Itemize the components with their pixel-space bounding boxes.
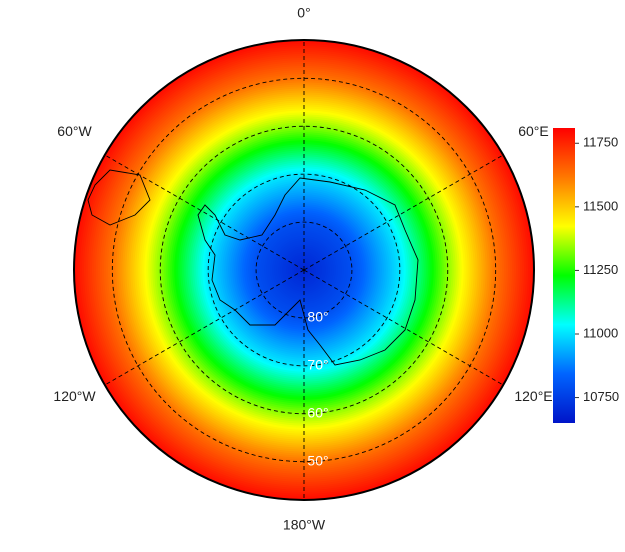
parallel-label: 60° — [307, 404, 328, 420]
south-america — [87, 169, 151, 226]
parallel-label: 50° — [307, 452, 328, 468]
meridian-label: 120°E — [514, 388, 552, 404]
colorbar — [553, 128, 575, 423]
coastline — [87, 169, 419, 366]
meridian-label: 60°E — [518, 123, 549, 139]
colorbar-tick-label: 11750 — [583, 135, 618, 150]
meridian-label: 0° — [297, 5, 310, 21]
meridian-label: 60°W — [57, 123, 92, 139]
colorbar-tick-label: 11000 — [583, 325, 618, 340]
parallel-label: 70° — [307, 357, 328, 373]
meridian-label: 180°W — [283, 517, 326, 533]
parallel — [255, 221, 353, 319]
meridian — [104, 154, 305, 271]
map-boundary — [73, 39, 535, 501]
meridian-label: 120°W — [53, 388, 96, 404]
meridian — [303, 269, 504, 386]
parallel-label: 80° — [307, 309, 328, 325]
parallel — [111, 77, 497, 463]
colorbar-tick-label: 11500 — [583, 198, 618, 213]
graticule: 80° 70° 60° 50° 0° 60°E 120°E 180°W 120°W 60°W — [53, 5, 552, 533]
colorbar-tick-label: 10750 — [583, 389, 619, 404]
antarctica — [197, 177, 419, 366]
meridian — [303, 154, 504, 271]
meridian — [104, 269, 305, 386]
parallel — [207, 173, 401, 367]
colorbar-tick-label: 11250 — [583, 262, 618, 277]
